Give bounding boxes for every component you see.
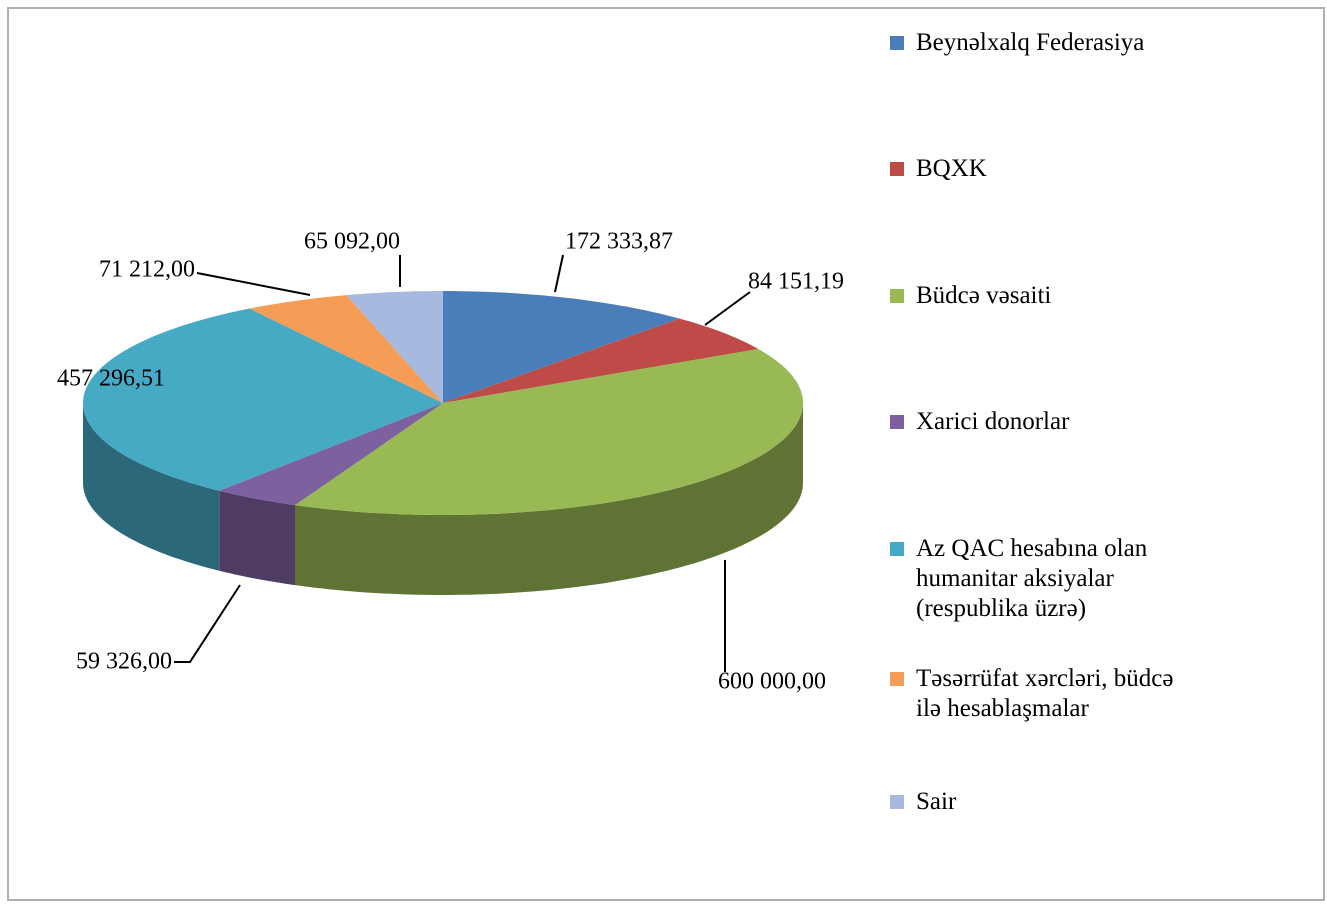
legend-label: Təsərrüfat xərcləri, büdcə ilə hesablaşm… [916, 665, 1174, 722]
pie-slice [295, 349, 803, 515]
pie-slice-side [295, 403, 803, 595]
pie-slice-side [83, 403, 220, 571]
data-label: 600 000,00 [718, 669, 826, 695]
pie-slice [249, 295, 443, 403]
leader-line [174, 584, 241, 663]
legend-swatch [890, 672, 904, 686]
legend-swatch [890, 162, 904, 176]
pie-slice [443, 291, 680, 403]
data-label: 59 326,00 [76, 649, 172, 675]
pie-slice [443, 318, 759, 403]
pie-slice [219, 403, 443, 506]
legend-swatch [890, 542, 904, 556]
frame [7, 7, 1325, 901]
legend-swatch [890, 795, 904, 809]
legend-item: Sair [890, 787, 1178, 817]
leader-line [554, 254, 564, 293]
leader-line [704, 291, 751, 326]
legend-label: Az QAC hesabına olan humanitar aksiyalar… [916, 535, 1148, 622]
data-label: 457 296,51 [57, 366, 165, 392]
legend-swatch [890, 36, 904, 50]
pie-slice [83, 308, 443, 491]
pie-slice-side [219, 490, 295, 586]
legend-label: BQXK [916, 155, 987, 182]
legend-label: Büdcə vəsaiti [916, 282, 1052, 309]
legend-item: Təsərrüfat xərcləri, büdcə ilə hesablaşm… [890, 664, 1178, 724]
legend-item: BQXK [890, 154, 1178, 184]
data-label: 65 092,00 [304, 229, 400, 255]
pie-slice [346, 291, 443, 403]
legend-label: Sair [916, 788, 957, 815]
data-label: 172 333,87 [565, 229, 673, 255]
legend-label: Xarici donorlar [916, 408, 1070, 435]
leader-line [196, 272, 311, 296]
legend-swatch [890, 415, 904, 429]
legend-item: Az QAC hesabına olan humanitar aksiyalar… [890, 534, 1178, 624]
legend-label: Beynəlxalq Federasiya [916, 29, 1145, 56]
data-label: 71 212,00 [99, 257, 195, 283]
legend-item: Beynəlxalq Federasiya [890, 28, 1178, 58]
legend-item: Büdcə vəsaiti [890, 281, 1178, 311]
legend-item: Xarici donorlar [890, 407, 1178, 437]
data-label: 84 151,19 [748, 269, 844, 295]
legend-swatch [890, 289, 904, 303]
